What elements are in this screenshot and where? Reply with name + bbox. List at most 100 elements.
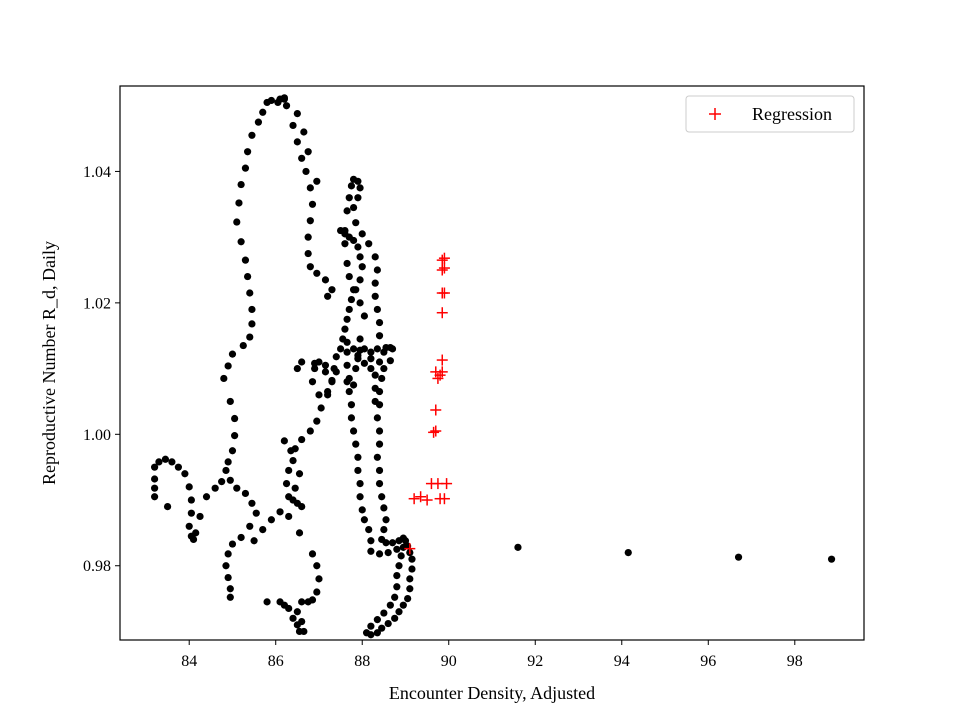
regression-point — [441, 478, 453, 490]
data-point — [356, 299, 364, 307]
data-point — [285, 604, 293, 613]
data-point — [313, 269, 321, 277]
data-point — [399, 543, 407, 551]
data-point — [308, 200, 317, 208]
data-point — [280, 95, 288, 103]
data-point — [367, 348, 375, 356]
data-point — [228, 540, 237, 548]
data-point — [391, 614, 399, 622]
data-point — [373, 629, 381, 637]
data-point — [321, 361, 330, 369]
data-point — [354, 355, 362, 363]
data-point — [356, 276, 364, 284]
regression-point — [438, 493, 450, 505]
data-point — [293, 608, 301, 616]
data-point — [211, 484, 219, 492]
data-point — [375, 332, 384, 340]
data-point — [347, 182, 356, 190]
regression-point — [438, 287, 450, 299]
data-point — [228, 447, 237, 455]
data-point — [373, 616, 381, 624]
data-point — [356, 184, 364, 192]
data-point — [380, 364, 388, 373]
data-point — [308, 378, 317, 386]
data-point — [306, 427, 314, 435]
data-point — [306, 217, 314, 225]
data-point — [356, 253, 364, 261]
regression-point — [421, 494, 433, 506]
data-point — [222, 562, 230, 570]
data-point — [345, 194, 353, 202]
data-point — [371, 384, 379, 392]
data-point — [356, 346, 364, 354]
data-point — [378, 374, 386, 383]
data-point — [384, 548, 392, 557]
data-point — [365, 525, 373, 534]
data-point — [306, 263, 314, 271]
data-point — [308, 550, 317, 558]
data-point — [380, 525, 388, 534]
data-point — [259, 108, 267, 116]
data-point — [302, 167, 310, 176]
data-point — [231, 414, 239, 423]
data-point — [285, 466, 293, 475]
data-point — [343, 207, 351, 215]
data-point — [328, 376, 336, 385]
data-point — [233, 218, 241, 226]
data-point — [341, 325, 349, 333]
data-point — [304, 249, 312, 258]
regression-point — [428, 426, 440, 438]
y-axis-label: Reproductive Number R_d, Daily — [39, 241, 59, 485]
data-point — [324, 387, 332, 396]
data-point — [289, 121, 297, 130]
data-point — [151, 493, 159, 501]
data-point — [393, 545, 401, 553]
data-point — [324, 292, 332, 300]
data-point — [241, 489, 250, 498]
data-point — [224, 362, 232, 370]
x-axis-ticks: 84 86 88 90 92 94 96 98 — [181, 640, 803, 670]
x-tick-label: 88 — [354, 653, 370, 670]
data-point — [315, 358, 323, 366]
data-point — [382, 516, 390, 524]
data-point — [246, 333, 254, 341]
data-point — [349, 345, 358, 353]
data-point — [187, 496, 195, 504]
data-point — [300, 627, 308, 636]
data-point — [332, 368, 340, 376]
data-point — [343, 315, 351, 323]
data-point — [395, 608, 403, 616]
data-point — [285, 512, 293, 521]
data-point — [298, 358, 306, 366]
y-axis-ticks: 0.98 1.00 1.02 1.04 — [83, 164, 120, 575]
data-point — [311, 364, 319, 373]
data-point — [349, 427, 358, 435]
regression-point — [408, 493, 420, 505]
data-point — [293, 138, 301, 146]
data-point — [345, 305, 353, 314]
data-point — [298, 435, 306, 444]
data-point — [313, 588, 321, 596]
x-tick-label: 96 — [700, 653, 716, 670]
regression-point — [436, 264, 448, 276]
regression-point — [404, 543, 416, 555]
data-point — [308, 596, 317, 604]
data-point — [246, 522, 254, 530]
data-point — [298, 502, 306, 511]
data-point — [343, 338, 351, 346]
data-point — [343, 348, 351, 356]
data-point — [295, 529, 304, 537]
data-point — [378, 493, 386, 501]
data-point — [248, 305, 256, 314]
regression-point — [438, 262, 450, 274]
legend-marker-plus-icon — [709, 108, 721, 120]
x-tick-label: 92 — [527, 653, 543, 670]
data-point — [624, 548, 632, 557]
data-point — [371, 371, 379, 379]
data-point — [151, 484, 159, 492]
data-point — [224, 458, 232, 466]
data-point — [263, 598, 271, 606]
data-point — [367, 622, 375, 630]
regression-point — [436, 354, 448, 366]
